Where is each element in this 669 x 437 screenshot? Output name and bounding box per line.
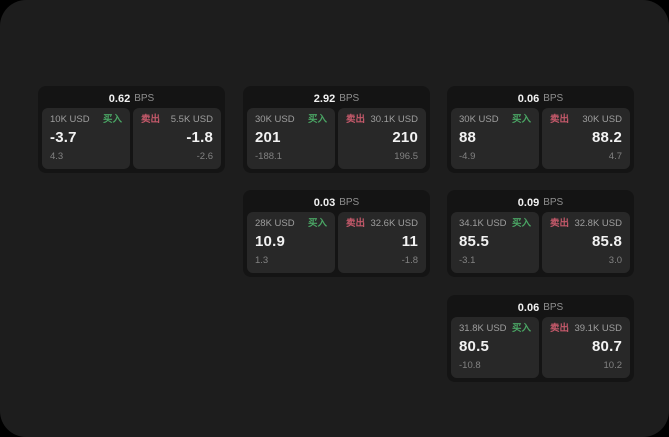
bps-unit-label: BPS xyxy=(543,93,564,104)
buy-amount: 28K USD xyxy=(255,218,295,229)
bps-unit-label: BPS xyxy=(543,302,564,313)
spread-header: 0.06 BPS xyxy=(451,90,630,108)
buy-quote-tile[interactable]: 31.8K USD 买入 80.5 -10.8 xyxy=(451,317,539,378)
buy-price: -3.7 xyxy=(50,129,77,146)
spread-value: 2.92 xyxy=(313,93,336,105)
spread-value: 0.03 xyxy=(313,197,336,209)
sell-amount: 5.5K USD xyxy=(170,114,213,125)
bps-unit-label: BPS xyxy=(543,197,564,208)
sell-quote-tile[interactable]: 卖出 30K USD 88.2 4.7 xyxy=(542,108,630,169)
buy-amount: 34.1K USD xyxy=(459,218,507,229)
buy-change: -10.8 xyxy=(459,360,481,371)
buy-label: 买入 xyxy=(307,218,327,229)
buy-quote-tile[interactable]: 28K USD 买入 10.9 1.3 xyxy=(247,212,335,273)
quote-card: 0.03 BPS 28K USD 买入 10.9 1.3 卖出 32.6K US… xyxy=(243,190,430,277)
sell-label: 卖出 xyxy=(550,114,570,125)
spread-header: 0.03 BPS xyxy=(247,194,426,212)
buy-price: 201 xyxy=(255,129,281,146)
sell-price: 80.7 xyxy=(592,338,622,355)
buy-label: 买入 xyxy=(511,323,531,334)
sell-price: 210 xyxy=(392,129,418,146)
sell-label: 卖出 xyxy=(346,114,366,125)
sell-price: -1.8 xyxy=(186,129,213,146)
sell-change: 3.0 xyxy=(608,255,622,266)
bps-unit-label: BPS xyxy=(134,93,155,104)
spread-value: 0.09 xyxy=(517,197,540,209)
buy-price: 88 xyxy=(459,129,477,146)
spread-value: 0.06 xyxy=(517,302,540,314)
spread-header: 0.06 BPS xyxy=(451,299,630,317)
buy-change: -3.1 xyxy=(459,255,476,266)
buy-label: 买入 xyxy=(102,114,122,125)
sell-label: 卖出 xyxy=(550,323,570,334)
sell-quote-tile[interactable]: 卖出 39.1K USD 80.7 10.2 xyxy=(542,317,630,378)
sell-price: 85.8 xyxy=(592,233,622,250)
buy-change: -4.9 xyxy=(459,151,476,162)
sell-change: -2.6 xyxy=(196,151,213,162)
sell-amount: 32.6K USD xyxy=(370,218,418,229)
sell-amount: 30K USD xyxy=(582,114,622,125)
sell-price: 11 xyxy=(401,233,418,250)
sell-quote-tile[interactable]: 卖出 5.5K USD -1.8 -2.6 xyxy=(133,108,221,169)
sell-label: 卖出 xyxy=(346,218,366,229)
buy-label: 买入 xyxy=(511,218,531,229)
buy-label: 买入 xyxy=(307,114,327,125)
buy-amount: 30K USD xyxy=(255,114,295,125)
buy-quote-tile[interactable]: 30K USD 买入 88 -4.9 xyxy=(451,108,539,169)
buy-change: 1.3 xyxy=(255,255,269,266)
sell-quote-tile[interactable]: 卖出 32.8K USD 85.8 3.0 xyxy=(542,212,630,273)
quote-card: 0.09 BPS 34.1K USD 买入 85.5 -3.1 卖出 32.8K… xyxy=(447,190,634,277)
spread-header: 2.92 BPS xyxy=(247,90,426,108)
sell-amount: 39.1K USD xyxy=(574,323,622,334)
quote-card: 0.62 BPS 10K USD 买入 -3.7 4.3 卖出 5.5K USD… xyxy=(38,86,225,173)
spread-value: 0.06 xyxy=(517,93,540,105)
buy-quote-tile[interactable]: 34.1K USD 买入 85.5 -3.1 xyxy=(451,212,539,273)
buy-quote-tile[interactable]: 30K USD 买入 201 -188.1 xyxy=(247,108,335,169)
buy-price: 80.5 xyxy=(459,338,489,355)
sell-quote-tile[interactable]: 卖出 32.6K USD 11 -1.8 xyxy=(338,212,426,273)
buy-price: 85.5 xyxy=(459,233,489,250)
buy-amount: 10K USD xyxy=(50,114,90,125)
sell-quote-tile[interactable]: 卖出 30.1K USD 210 196.5 xyxy=(338,108,426,169)
buy-label: 买入 xyxy=(511,114,531,125)
sell-price: 88.2 xyxy=(592,129,622,146)
bps-unit-label: BPS xyxy=(339,197,360,208)
sell-amount: 30.1K USD xyxy=(370,114,418,125)
buy-amount: 30K USD xyxy=(459,114,499,125)
spread-value: 0.62 xyxy=(108,93,131,105)
sell-change: 196.5 xyxy=(394,151,418,162)
buy-quote-tile[interactable]: 10K USD 买入 -3.7 4.3 xyxy=(42,108,130,169)
sell-label: 卖出 xyxy=(550,218,570,229)
bps-unit-label: BPS xyxy=(339,93,360,104)
sell-change: 10.2 xyxy=(603,360,623,371)
sell-amount: 32.8K USD xyxy=(574,218,622,229)
quote-card: 0.06 BPS 31.8K USD 买入 80.5 -10.8 卖出 39.1… xyxy=(447,295,634,382)
quote-card: 2.92 BPS 30K USD 买入 201 -188.1 卖出 30.1K … xyxy=(243,86,430,173)
sell-change: 4.7 xyxy=(608,151,622,162)
spread-header: 0.62 BPS xyxy=(42,90,221,108)
buy-change: -188.1 xyxy=(255,151,282,162)
quote-card: 0.06 BPS 30K USD 买入 88 -4.9 卖出 30K USD 8… xyxy=(447,86,634,173)
buy-amount: 31.8K USD xyxy=(459,323,507,334)
spread-header: 0.09 BPS xyxy=(451,194,630,212)
sell-label: 卖出 xyxy=(141,114,161,125)
sell-change: -1.8 xyxy=(401,255,418,266)
buy-change: 4.3 xyxy=(50,151,64,162)
buy-price: 10.9 xyxy=(255,233,285,250)
